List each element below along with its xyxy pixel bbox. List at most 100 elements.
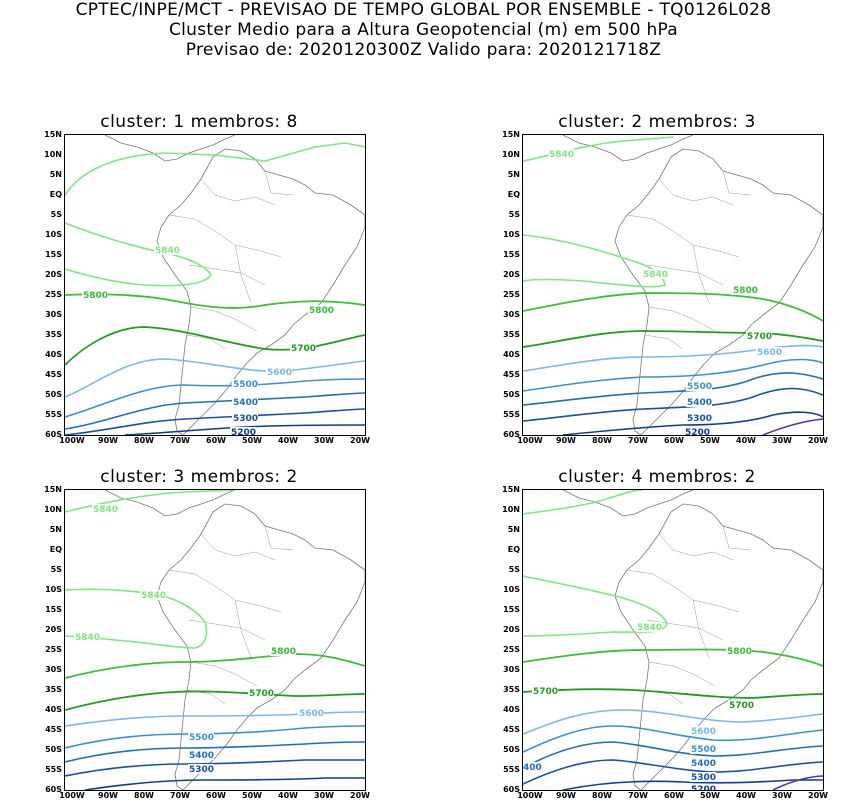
contour-line bbox=[523, 648, 823, 667]
south-america-coastline bbox=[156, 148, 365, 435]
map-panel-4: cluster: 4 membros: 2 15N 10N 5N EQ 5S 10S 15S… bbox=[492, 467, 828, 807]
contour-label: 5600 bbox=[299, 709, 324, 719]
header-line-3: Previsao de: 2020120300Z Valido para: 20… bbox=[185, 40, 662, 60]
contour-label-bg bbox=[746, 331, 772, 341]
contour-label: 5500 bbox=[691, 745, 716, 755]
panel-title: cluster: 2 membros: 3 bbox=[558, 112, 756, 132]
lat-tick-label: 35S bbox=[503, 330, 520, 339]
lon-tick-label: 60W bbox=[664, 436, 684, 445]
contour-label: 5700 bbox=[291, 344, 316, 354]
lon-tick-label: 20W bbox=[808, 791, 828, 800]
contour-label-bg bbox=[686, 381, 712, 391]
lon-tick-label: 70W bbox=[170, 436, 190, 445]
lat-tick-label: 10S bbox=[45, 230, 62, 239]
contour-label-bg bbox=[690, 726, 716, 736]
lat-tick-label: 5N bbox=[507, 525, 520, 534]
country-border bbox=[646, 264, 724, 286]
lat-tick-label: 40S bbox=[45, 350, 62, 359]
contour-line bbox=[65, 293, 365, 309]
lat-tick-label: 20S bbox=[45, 625, 62, 634]
map-plot-area: 5840 5840 5800 5700 5600 5500 5400 5300 5200 bbox=[522, 134, 824, 436]
map-plot-area: 5840 5800 5800 5700 5600 5500 5400 5300 5200 bbox=[64, 134, 366, 436]
contour-label-bg bbox=[690, 744, 716, 754]
lat-tick-label: 10S bbox=[503, 585, 520, 594]
lat-tick-label: 40S bbox=[45, 705, 62, 714]
contour-map: 5840 5840 5840 5800 5700 5600 5500 5400 5300 bbox=[65, 490, 365, 790]
lat-tick-label: EQ bbox=[507, 190, 520, 199]
lat-tick-label: 60S bbox=[45, 785, 62, 794]
contour-line bbox=[65, 653, 365, 679]
lat-tick-label: 25S bbox=[503, 645, 520, 654]
lat-tick-label: 30S bbox=[503, 665, 520, 674]
lon-tick-label: 20W bbox=[350, 791, 370, 800]
contour-map: 5840 5840 5800 5700 5600 5500 5400 5300 5200 bbox=[523, 135, 823, 435]
contour-label: 5700 bbox=[729, 701, 754, 711]
contour-label: 5840 bbox=[93, 505, 118, 515]
contour-label: 5840 bbox=[141, 591, 166, 601]
country-border bbox=[692, 599, 710, 659]
lon-tick-label: 30W bbox=[772, 791, 792, 800]
country-border bbox=[234, 599, 252, 659]
lon-tick-label: 70W bbox=[628, 436, 648, 445]
lat-tick-label: 20S bbox=[45, 270, 62, 279]
lon-tick-label: 40W bbox=[278, 791, 298, 800]
lon-tick-label: 100W bbox=[59, 791, 85, 800]
lon-tick-label: 50W bbox=[700, 436, 720, 445]
contour-label-bg bbox=[188, 750, 214, 760]
lat-tick-label: 5S bbox=[50, 210, 62, 219]
contour-line bbox=[65, 741, 365, 763]
lat-tick-label: 15N bbox=[502, 130, 520, 139]
contour-label-bg bbox=[140, 590, 166, 600]
contour-label: 5500 bbox=[233, 380, 258, 390]
lon-tick-label: 60W bbox=[206, 436, 226, 445]
contour-line bbox=[65, 378, 365, 418]
contour-label-bg bbox=[726, 646, 752, 656]
lon-tick-label: 100W bbox=[59, 436, 85, 445]
contour-map: 5840 5800 5800 5700 5600 5500 5400 5300 5200 bbox=[65, 135, 365, 435]
contour-label-bg bbox=[532, 686, 558, 696]
contour-label-bg bbox=[728, 700, 754, 710]
country-border bbox=[648, 661, 716, 687]
contour-label-bg bbox=[308, 305, 334, 315]
lon-tick-label: 40W bbox=[736, 791, 756, 800]
contour-label-bg bbox=[523, 762, 542, 772]
header-line-1: CPTEC/INPE/MCT - PREVISAO DE TEMPO GLOBA… bbox=[75, 0, 772, 20]
contour-line bbox=[65, 588, 208, 649]
lat-tick-label: 45S bbox=[503, 725, 520, 734]
contour-label-bg bbox=[684, 427, 710, 435]
lat-tick-label: 35S bbox=[45, 330, 62, 339]
lat-tick-label: 35S bbox=[503, 685, 520, 694]
contour-label: 5200 bbox=[231, 428, 256, 435]
country-border bbox=[644, 334, 684, 350]
contour-label-bg bbox=[690, 784, 716, 790]
contour-label: 5800 bbox=[727, 647, 752, 657]
lat-tick-label: 45S bbox=[45, 725, 62, 734]
contour-label: 5800 bbox=[309, 306, 334, 316]
lat-tick-label: 15S bbox=[503, 605, 520, 614]
contour-line bbox=[84, 777, 365, 790]
lat-tick-label: 10N bbox=[44, 505, 62, 514]
country-border bbox=[234, 244, 252, 304]
country-border bbox=[264, 525, 294, 551]
contour-line bbox=[65, 490, 236, 513]
lat-tick-label: 50S bbox=[503, 745, 520, 754]
country-border bbox=[722, 170, 752, 196]
contour-label: 5500 bbox=[189, 733, 214, 743]
lat-tick-label: 25S bbox=[45, 290, 62, 299]
lon-tick-label: 60W bbox=[664, 791, 684, 800]
contour-label-bg bbox=[642, 269, 668, 279]
lat-tick-label: 55S bbox=[45, 410, 62, 419]
contour-line bbox=[523, 725, 823, 753]
contour-label: 5840 bbox=[549, 150, 574, 160]
lon-tick-label: 30W bbox=[314, 791, 334, 800]
lon-tick-label: 40W bbox=[278, 436, 298, 445]
lat-tick-label: 50S bbox=[45, 390, 62, 399]
contour-label-bg bbox=[756, 347, 782, 357]
country-border bbox=[722, 525, 752, 551]
lat-tick-label: 15N bbox=[44, 485, 62, 494]
lat-tick-label: 60S bbox=[503, 430, 520, 439]
contour-line bbox=[65, 711, 365, 727]
contour-label-bg bbox=[270, 646, 296, 656]
lon-tick-label: 100W bbox=[517, 791, 543, 800]
contour-label-bg bbox=[266, 367, 292, 377]
